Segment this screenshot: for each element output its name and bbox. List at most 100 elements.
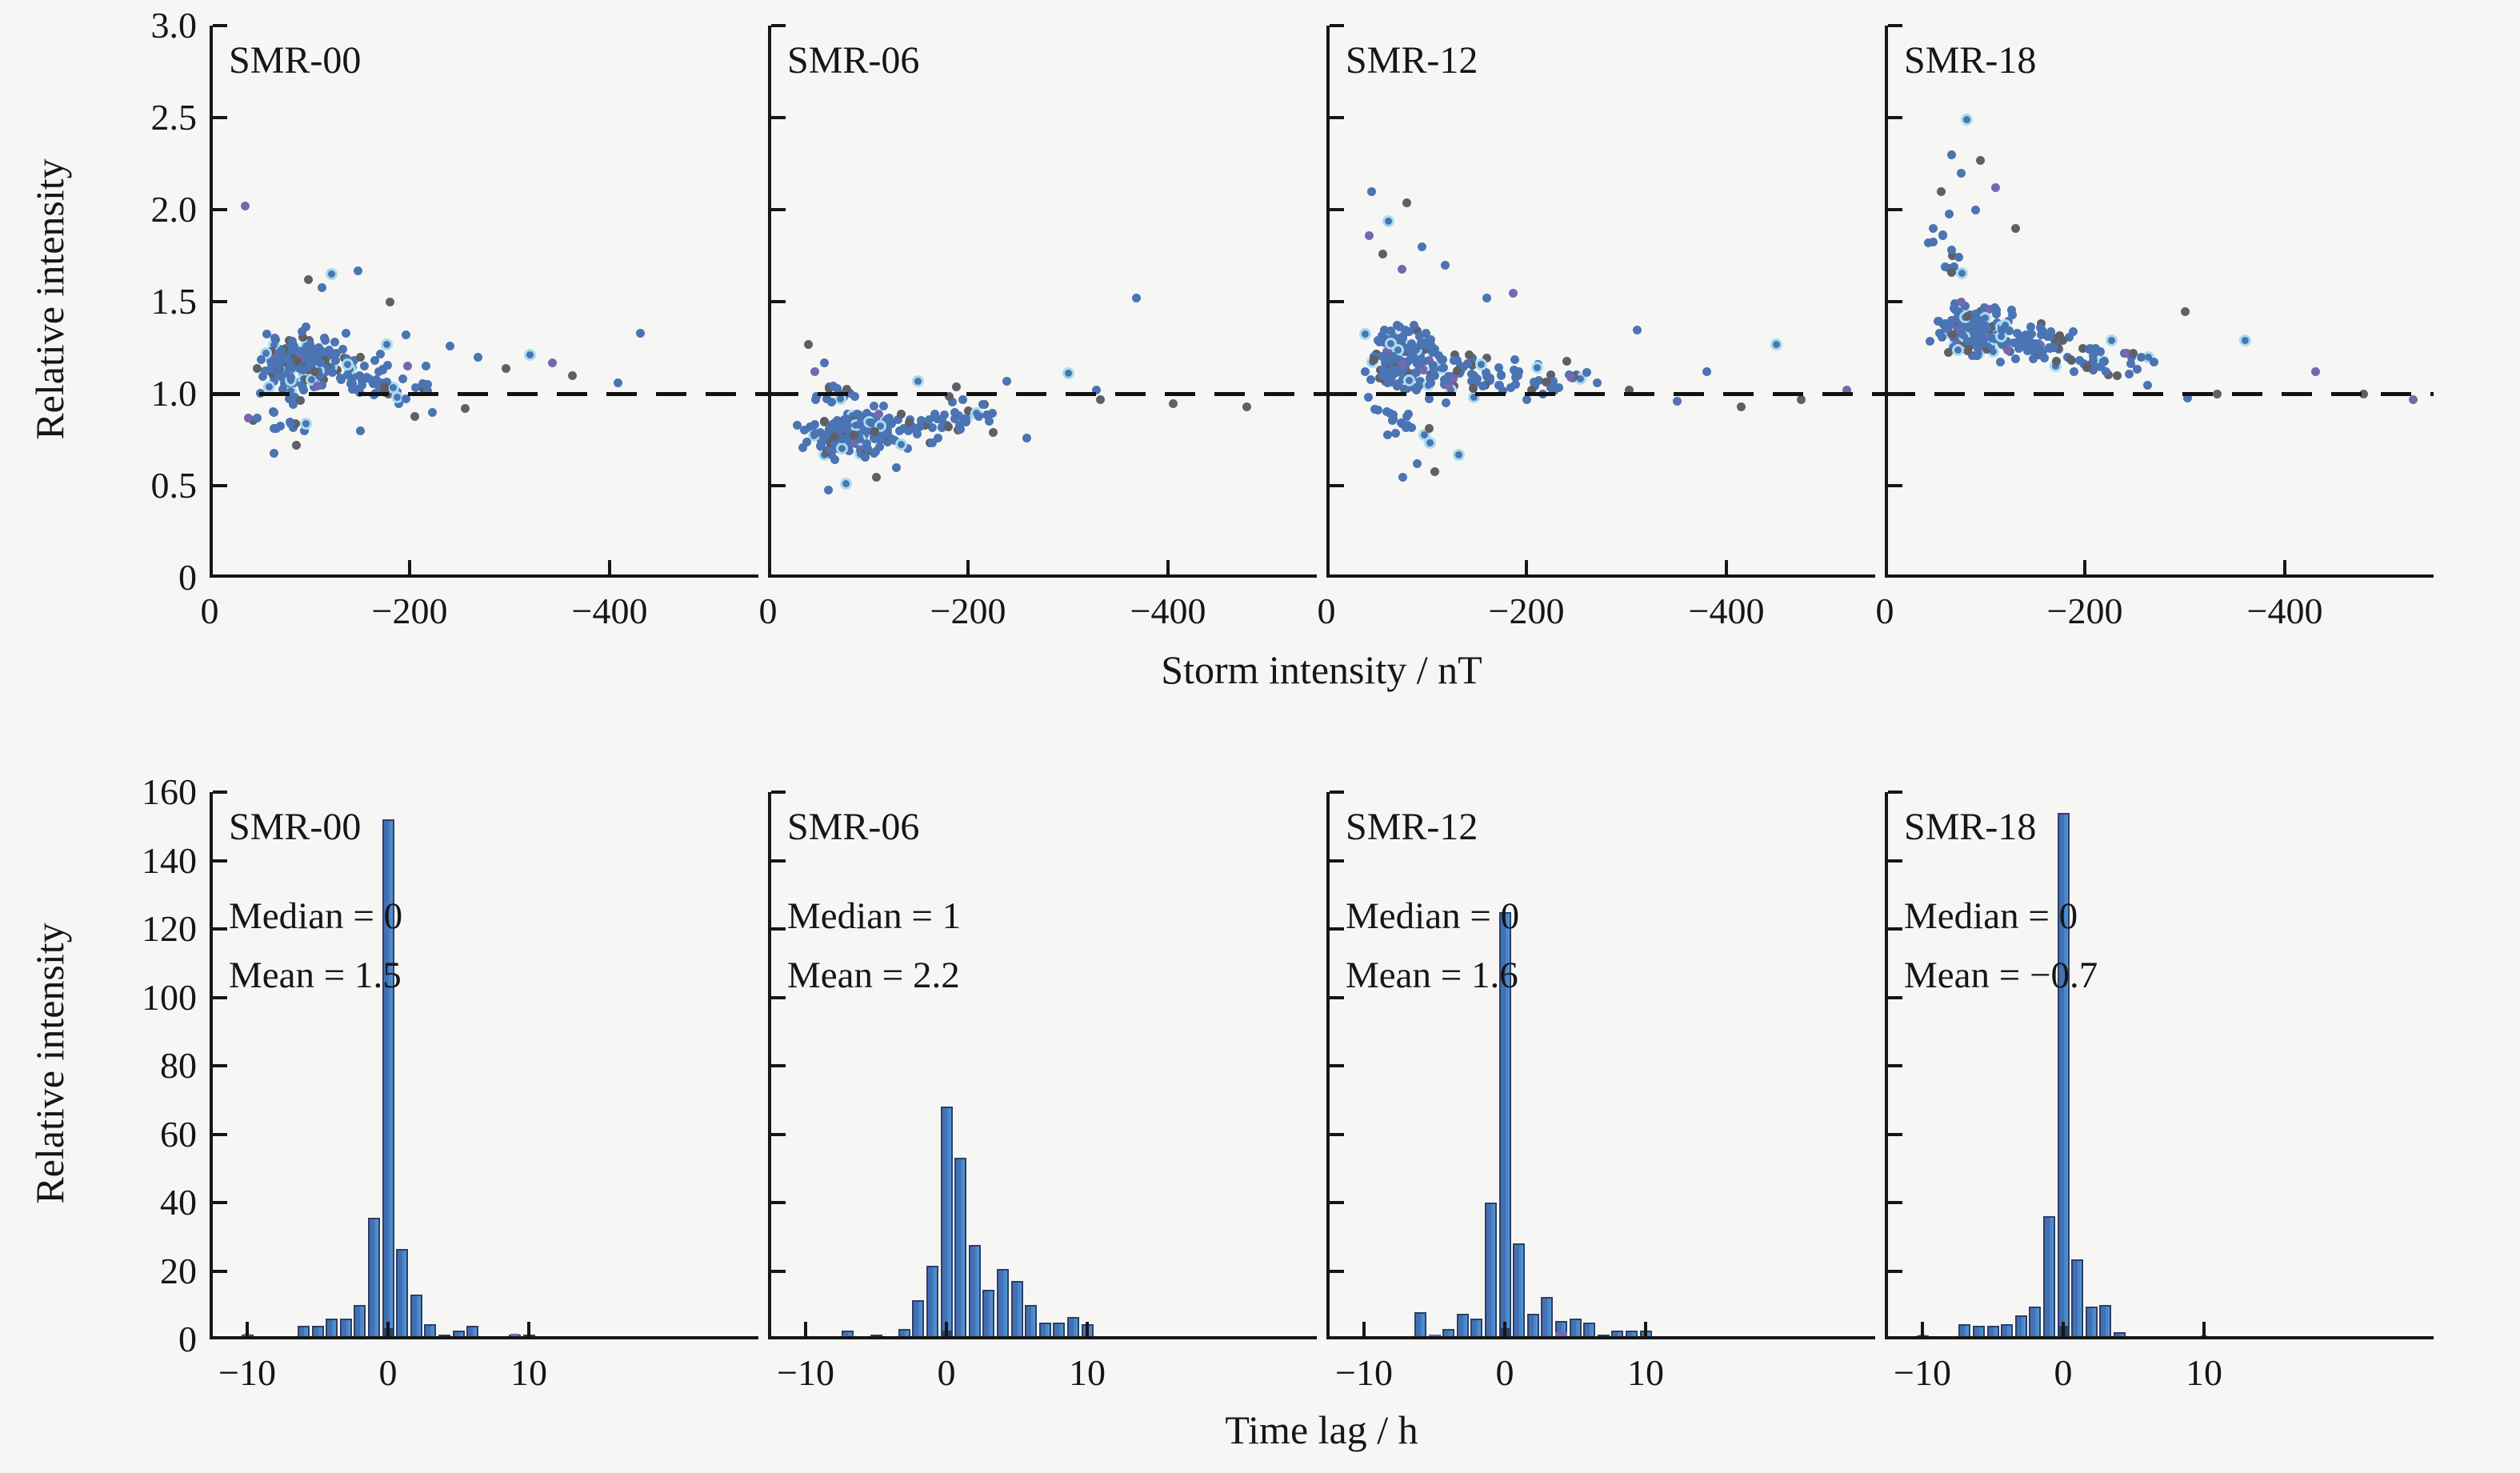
y-tick-label: 2.5 <box>150 97 198 138</box>
scatter-point <box>2409 394 2418 404</box>
scatter-point <box>882 414 892 424</box>
scatter-point <box>1385 338 1398 350</box>
scatter-point <box>1998 326 2007 335</box>
hist-bar <box>954 1158 967 1339</box>
scatter-point <box>1562 356 1571 366</box>
y-tick <box>213 859 227 863</box>
scatter-point <box>1366 375 1375 385</box>
scatter-point <box>1958 319 1967 329</box>
y-tick-label: 60 <box>160 1113 197 1155</box>
x-tick-label: −200 <box>2046 590 2123 631</box>
scatter-point <box>1548 377 1558 386</box>
scatter-point <box>1409 321 1418 330</box>
y-tick <box>1888 1269 1902 1273</box>
scatter-point <box>1425 394 1434 403</box>
scatter-point <box>1953 314 1962 324</box>
scatter-point <box>1566 372 1575 382</box>
scatter-point <box>1937 187 1946 196</box>
x-axis <box>210 574 758 578</box>
y-tick <box>1330 300 1344 303</box>
y-tick <box>771 24 786 27</box>
y-axis <box>1885 26 1888 578</box>
scatter-point <box>1443 371 1453 381</box>
x-axis <box>768 574 1317 578</box>
x-tick <box>1725 560 1728 574</box>
scatter-point <box>1430 371 1440 381</box>
scatter-point <box>321 364 330 374</box>
x-tick <box>1362 1322 1366 1336</box>
scatter-point <box>1541 377 1550 386</box>
scatter-point <box>281 366 290 376</box>
y-tick <box>1888 927 1902 931</box>
scatter-point <box>909 423 918 433</box>
scatter-point <box>1403 374 1416 386</box>
scatter-point <box>792 420 802 430</box>
y-tick-label: 160 <box>142 771 197 812</box>
hist-bar <box>2057 812 2070 1339</box>
scatter-point <box>870 401 879 410</box>
scatter-point <box>894 438 907 450</box>
scatter-point <box>1926 337 1935 346</box>
scatter-point <box>258 371 268 381</box>
x-tick-label: 0 <box>1317 590 1336 631</box>
scatter-point <box>2089 350 2098 360</box>
scatter-point <box>1842 386 1851 395</box>
scatter-point <box>2050 342 2059 352</box>
scatter-point <box>1416 350 1426 359</box>
scatter-point <box>1452 355 1462 365</box>
y-tick <box>771 484 786 487</box>
scatter-point <box>256 354 266 364</box>
scatter-point <box>1414 331 1424 341</box>
scatter-point <box>1418 365 1428 374</box>
scatter-point <box>950 408 959 418</box>
scatter-point <box>1511 372 1521 382</box>
y-axis <box>210 792 213 1339</box>
panel-title: SMR-06 <box>787 39 920 82</box>
scatter-point <box>1494 362 1503 372</box>
scatter-point <box>1975 155 1985 165</box>
scatter-point <box>310 367 319 377</box>
scatter-point <box>818 436 828 446</box>
y-tick-label: 1.0 <box>150 373 198 414</box>
scatter-point <box>446 342 454 351</box>
scatter-point <box>1969 322 1978 331</box>
scatter-point <box>855 420 865 430</box>
scatter-panel-smr-18: SMR-18 <box>1885 24 2434 578</box>
scatter-point <box>386 298 394 306</box>
scatter-point <box>291 418 301 428</box>
scatter-point <box>2096 362 2106 372</box>
scatter-point <box>1546 370 1556 380</box>
scatter-point <box>2025 336 2034 346</box>
scatter-point <box>1943 347 1953 357</box>
scatter-point <box>824 485 833 494</box>
y-tick <box>213 300 227 303</box>
scatter-point <box>1370 404 1379 414</box>
scatter-point <box>330 337 339 346</box>
scatter-point <box>1378 370 1388 380</box>
scatter-point <box>1396 418 1406 428</box>
scatter-point <box>1986 334 1996 343</box>
y-tick <box>771 1132 786 1136</box>
scatter-point <box>1957 169 1966 178</box>
scatter-point <box>1632 325 1642 334</box>
scatter-point <box>1929 224 1938 233</box>
y-tick <box>771 995 786 999</box>
scatter-point <box>375 386 385 395</box>
scatter-point <box>840 478 852 490</box>
scatter-point <box>1402 198 1411 207</box>
scatter-point <box>819 416 829 426</box>
scatter-point <box>1482 294 1491 303</box>
scatter-point <box>1468 354 1478 363</box>
y-tick <box>1888 392 1902 395</box>
scatter-point <box>1990 183 2000 193</box>
scatter-point <box>262 330 271 339</box>
scatter-point <box>302 351 311 361</box>
y-tick <box>1330 995 1344 999</box>
hist-bar <box>912 1299 925 1339</box>
scatter-point <box>288 336 298 346</box>
scatter-point <box>1394 322 1404 331</box>
scatter-point <box>2089 355 2098 365</box>
scatter-point <box>1976 315 1986 325</box>
panel-title: SMR-00 <box>229 806 362 848</box>
scatter-point <box>270 335 280 345</box>
